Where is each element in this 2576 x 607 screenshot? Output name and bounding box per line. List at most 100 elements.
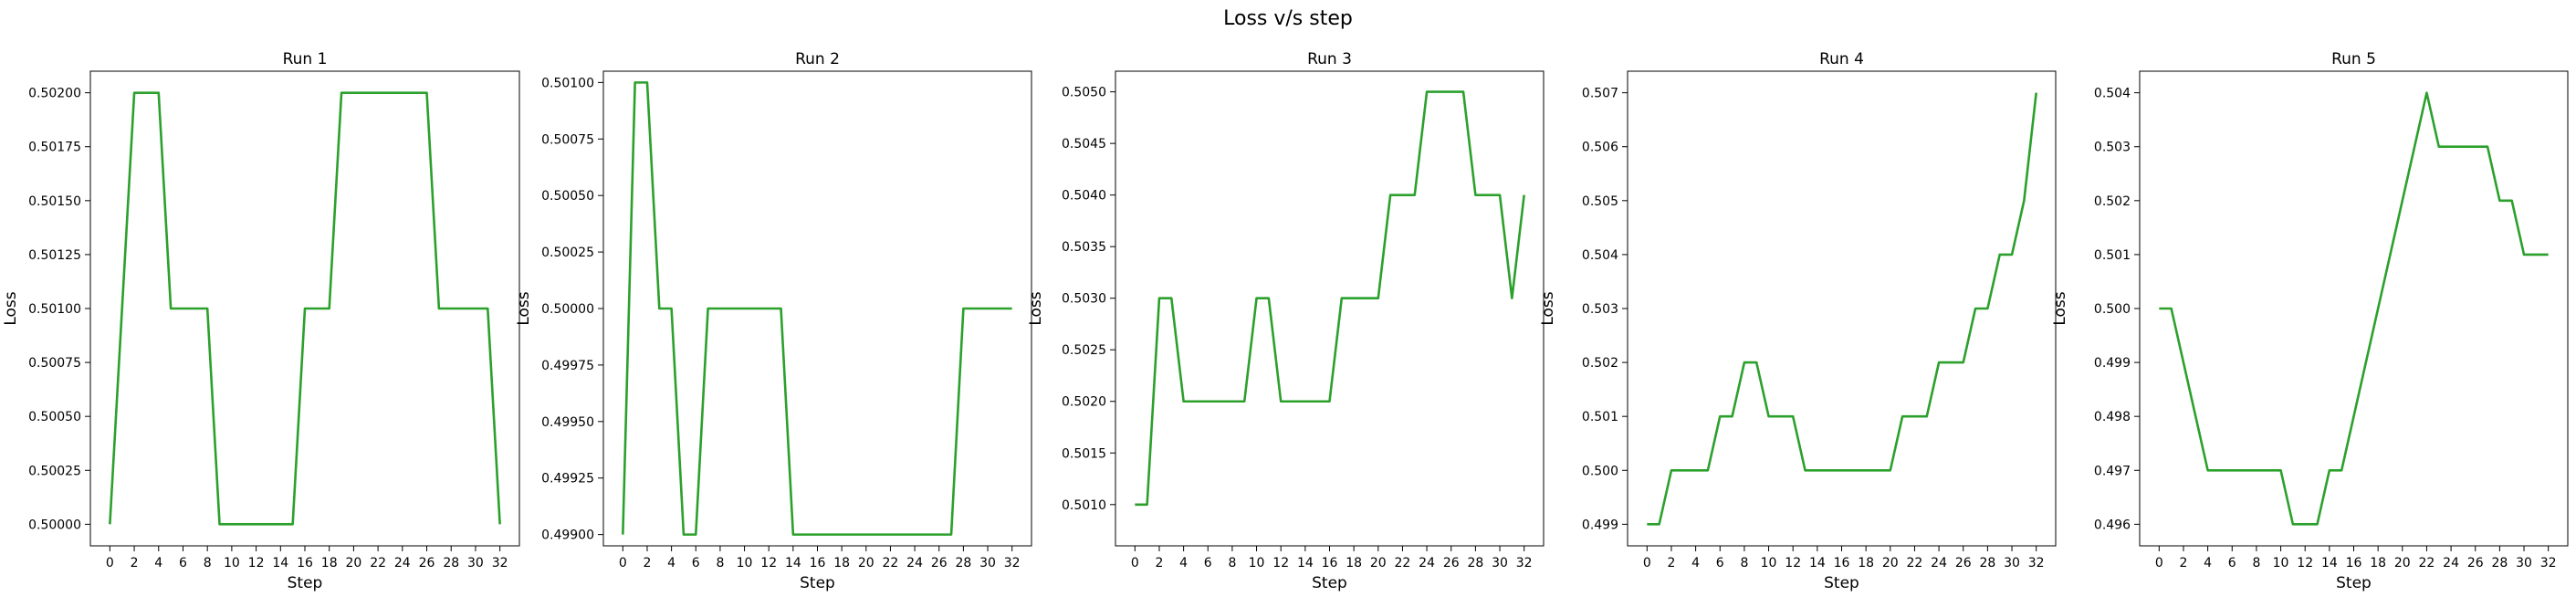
y-tick-label: 0.49975 [541, 359, 594, 373]
x-tick-label: 8 [716, 556, 724, 570]
subplot-run-5: Run 50 2 4 6 8 10 12 14 16 18 20 22 24 26 28 30 320.4960… [2051, 50, 2569, 592]
subplot-title: Run 2 [795, 50, 840, 68]
subplot-run-4: Run 40 2 4 6 8 10 12 14 16 18 20 22 24 26 28 30 320.4990… [1539, 50, 2057, 592]
x-tick-label: 10 [737, 556, 753, 570]
loss-line-series [1135, 90, 1525, 507]
x-tick-label: 30 [467, 556, 484, 570]
subplot-run-1: Run 10 2 4 6 8 10 12 14 16 18 20 22 24 26 28 30 320.5000… [2, 50, 520, 592]
x-tick-label: 18 [833, 556, 850, 570]
axes-frame [1115, 70, 1545, 547]
x-axis-label: Step [800, 574, 835, 592]
y-tick-label: 0.5010 [1062, 498, 1106, 513]
x-tick-label: 10 [2273, 556, 2289, 570]
loss-line-series [109, 91, 501, 526]
x-tick-label: 2 [2180, 556, 2188, 570]
y-tick-label: 0.50125 [28, 248, 81, 263]
x-tick-label: 6 [1204, 556, 1212, 570]
y-tick-label: 0.50075 [28, 356, 81, 371]
x-tick-label: 28 [1979, 556, 1995, 570]
x-tick-label: 14 [1809, 556, 1826, 570]
x-tick-label: 8 [2252, 556, 2260, 570]
x-tick-label: 0 [106, 556, 114, 570]
x-tick-label: 16 [297, 556, 313, 570]
y-tick-label: 0.49925 [541, 472, 594, 487]
x-tick-label: 22 [2419, 556, 2435, 570]
x-tick-label: 8 [1228, 556, 1236, 570]
x-tick-label: 6 [1716, 556, 1724, 570]
subplot-title: Run 5 [2331, 50, 2376, 68]
y-tick-label: 0.499 [1582, 518, 1618, 532]
x-axis-label: Step [1312, 574, 1347, 592]
x-tick-label: 26 [2467, 556, 2484, 570]
x-tick-label: 6 [2228, 556, 2236, 570]
x-tick-label: 10 [224, 556, 240, 570]
x-tick-label: 28 [443, 556, 459, 570]
x-tick-label: 12 [1785, 556, 1801, 570]
subplot-run-2: Run 20 2 4 6 8 10 12 14 16 18 20 22 24 26 28 30 320.4990… [515, 50, 1032, 592]
x-tick-label: 26 [1443, 556, 1460, 570]
x-tick-label: 16 [1322, 556, 1338, 570]
x-tick-label: 12 [760, 556, 777, 570]
x-axis-label: Step [2336, 574, 2372, 592]
x-tick-label: 10 [1249, 556, 1265, 570]
x-tick-label: 22 [883, 556, 899, 570]
x-axis-label: Step [288, 574, 323, 592]
axes-frame [89, 70, 520, 547]
y-tick-label: 0.502 [1582, 356, 1618, 371]
x-tick-label: 14 [785, 556, 801, 570]
x-tick-label: 20 [858, 556, 874, 570]
x-tick-label: 20 [345, 556, 361, 570]
x-tick-label: 6 [692, 556, 700, 570]
y-tick-label: 0.498 [2094, 410, 2131, 424]
x-tick-label: 30 [2516, 556, 2532, 570]
x-axis-label: Step [1824, 574, 1859, 592]
x-tick-label: 14 [2321, 556, 2338, 570]
y-tick-label: 0.504 [2094, 87, 2131, 101]
y-tick-label: 0.50000 [541, 302, 594, 317]
loss-line-series [2159, 91, 2549, 526]
x-tick-label: 28 [955, 556, 971, 570]
y-tick-label: 0.5020 [1062, 395, 1106, 410]
y-tick-label: 0.5035 [1062, 240, 1106, 255]
subplot-title: Run 1 [283, 50, 328, 68]
y-tick-label: 0.50050 [541, 189, 594, 204]
x-tick-label: 18 [321, 556, 338, 570]
y-tick-label: 0.50000 [28, 518, 81, 532]
x-tick-label: 28 [2491, 556, 2508, 570]
subplot-title: Run 4 [1819, 50, 1864, 68]
x-tick-label: 20 [2394, 556, 2411, 570]
y-tick-label: 0.504 [1582, 248, 1618, 263]
x-tick-label: 4 [667, 556, 675, 570]
x-tick-label: 2 [1156, 556, 1164, 570]
y-axis-label: Loss [1027, 291, 1045, 325]
y-tick-label: 0.5015 [1062, 446, 1106, 461]
x-tick-label: 6 [179, 556, 187, 570]
loss-line-series [622, 81, 1012, 536]
y-tick-label: 0.50100 [541, 76, 594, 90]
y-tick-label: 0.499 [2094, 356, 2131, 371]
y-tick-label: 0.503 [2094, 141, 2131, 155]
y-tick-label: 0.50025 [28, 464, 81, 478]
y-tick-label: 0.501 [1582, 410, 1618, 424]
x-tick-label: 0 [619, 556, 627, 570]
x-tick-label: 0 [1643, 556, 1651, 570]
y-axis-label: Loss [2051, 291, 2069, 325]
x-tick-label: 24 [906, 556, 923, 570]
x-tick-label: 0 [2155, 556, 2163, 570]
x-tick-label: 30 [979, 556, 996, 570]
x-tick-label: 32 [2540, 556, 2557, 570]
y-tick-label: 0.50050 [28, 410, 81, 424]
x-tick-label: 30 [2004, 556, 2020, 570]
y-axis-label: Loss [515, 291, 533, 325]
subplot-run-3: Run 30 2 4 6 8 10 12 14 16 18 20 22 24 26 28 30 320.5010… [1027, 50, 1545, 592]
x-tick-label: 16 [2346, 556, 2362, 570]
y-tick-label: 0.50175 [28, 141, 81, 155]
y-tick-label: 0.5030 [1062, 292, 1106, 307]
y-tick-label: 0.49950 [541, 415, 594, 430]
y-tick-label: 0.5040 [1062, 189, 1106, 204]
x-tick-label: 30 [1492, 556, 1508, 570]
x-tick-label: 26 [1955, 556, 1972, 570]
x-tick-label: 32 [2028, 556, 2045, 570]
x-tick-label: 12 [2297, 556, 2313, 570]
